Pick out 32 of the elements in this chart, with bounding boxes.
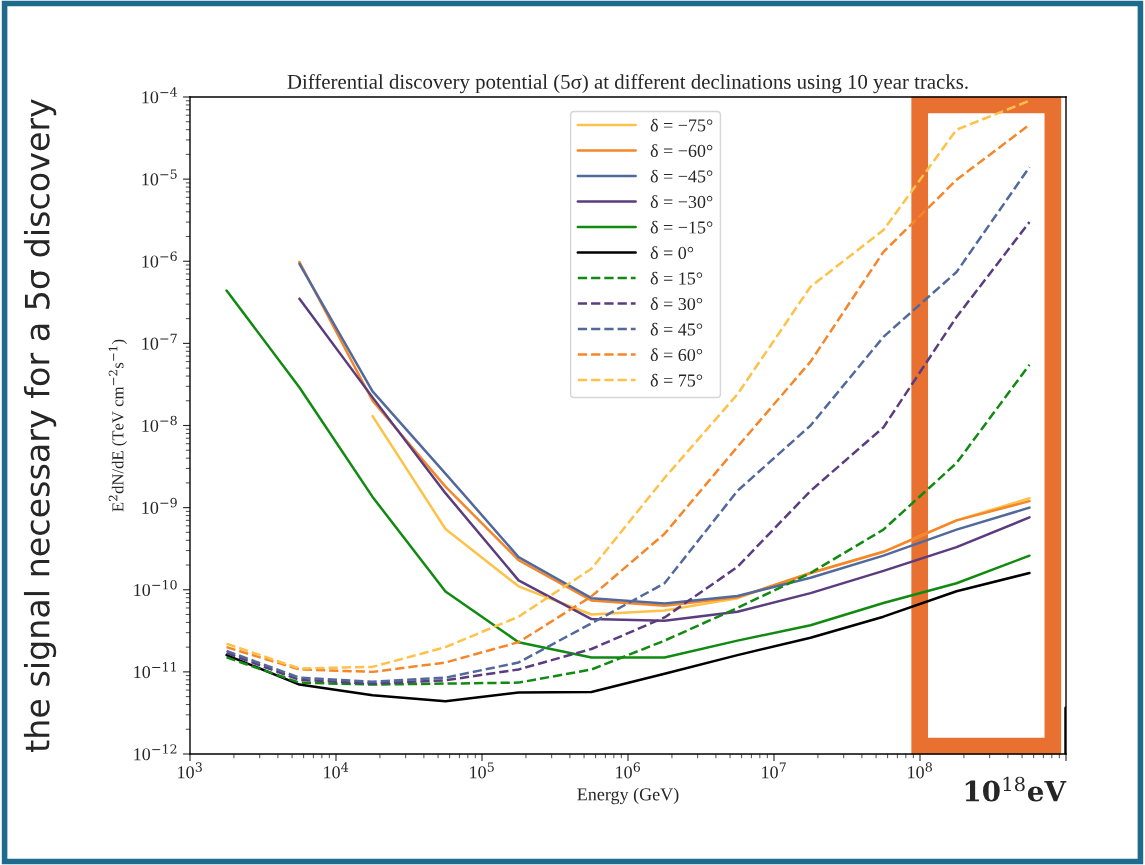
x-tick-label: 10$^{3}$ [178,762,202,779]
legend-label: δ = −60° [650,144,713,157]
y-tick-label: 10$^{−12}$ [134,744,177,761]
y-tick-label: 10$^{−6}$ [142,251,177,268]
legend-label: δ = −75° [650,118,713,132]
x-tick-label: 10$^{7}$ [762,762,786,779]
y-tick-label: 10$^{−9}$ [142,497,177,514]
y-tick-label: 10$^{−10}$ [134,579,177,597]
legend-label: δ = 15° [650,271,703,285]
y-tick-label: 10$^{−4}$ [142,87,178,104]
x-tick-label: 10$^{8}$ [908,762,932,779]
legend-label: δ = 60° [650,348,703,362]
text: the signal necessary for a 5σ discovery [23,99,57,752]
y-tick-label: 10$^{−8}$ [142,415,177,432]
x-tick-label: 10$^{5}$ [470,762,494,779]
chart-title: Differential discovery potential (5σ) at different declinations using 10 year tracks. [287,74,968,94]
x-axis-title: Energy (GeV) [577,787,679,805]
x-tick-label: 10$^{6}$ [616,762,641,779]
legend-label: δ = 30° [650,297,703,311]
legend-label: δ = −30° [650,195,713,209]
x-tick-label: 10$^{4}$ [324,762,349,779]
y-tick-label: 10$^{−7}$ [142,333,177,350]
y-tick-label: 10$^{−11}$ [134,662,176,679]
y-axis-title: E$^{2}$dN/dE (TeV cm$^{−2}$s$^{−1}$) [108,339,127,512]
legend-label: δ = −15° [650,220,713,234]
legend-label: δ = 75° [650,373,703,387]
legend-label: δ = 45° [650,322,703,336]
text: 10$^{18}$eV [965,776,1067,802]
line-series [225,571,1031,703]
legend-label: δ = −45° [650,169,713,183]
y-tick-label: 10$^{−5}$ [142,169,177,186]
legend-label: δ = 0° [650,246,694,260]
